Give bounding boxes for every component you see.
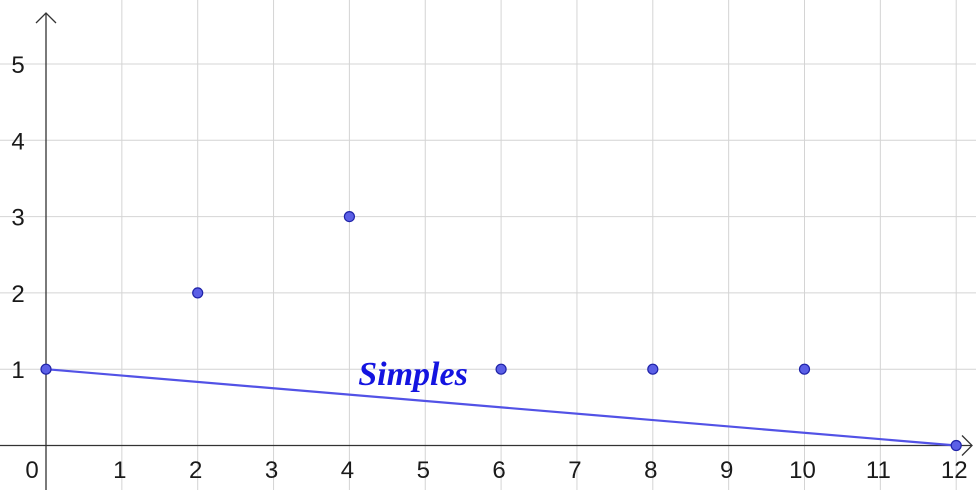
series-line	[45, 368, 957, 447]
y-tick-label: 3	[11, 205, 24, 232]
annotation-label: Simples	[358, 356, 468, 393]
data-point	[798, 363, 811, 375]
y-tick-label: 5	[11, 52, 24, 79]
y-tick-label: 4	[11, 128, 24, 155]
x-tick-label: 0	[25, 457, 38, 484]
x-axis-arrow-icon	[961, 435, 973, 456]
x-tick-label: 8	[644, 457, 657, 484]
x-tick-label: 2	[189, 457, 202, 484]
x-tick-label: 3	[265, 457, 278, 484]
x-tick-label: 7	[568, 457, 581, 484]
x-tick-label: 6	[492, 457, 505, 484]
y-axis-arrow-icon	[35, 12, 57, 24]
x-tick-label: 9	[720, 457, 733, 484]
x-tick-label: 4	[341, 457, 354, 484]
x-tick-label: 5	[417, 457, 430, 484]
data-point	[495, 363, 507, 375]
x-tick-label: 1	[113, 457, 126, 484]
data-point	[343, 211, 355, 223]
axes	[0, 12, 973, 490]
data-point	[40, 363, 52, 375]
data-point	[647, 363, 659, 375]
y-tick-label: 1	[11, 357, 24, 384]
y-tick-label: 2	[11, 281, 24, 308]
data-point	[192, 287, 204, 299]
x-tick-label: 12	[941, 457, 968, 484]
data-point	[950, 439, 962, 452]
series-line-layer	[45, 368, 957, 447]
points	[40, 211, 962, 452]
x-tick-label: 10	[789, 457, 816, 484]
x-tick-label: 11	[866, 457, 891, 484]
